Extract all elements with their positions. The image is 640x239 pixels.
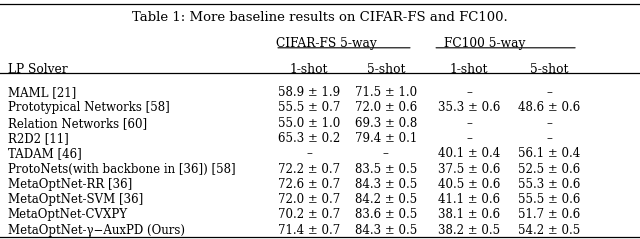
Text: Relation Networks [60]: Relation Networks [60] (8, 117, 147, 130)
Text: MetaOptNet-γ−AuxPD (Ours): MetaOptNet-γ−AuxPD (Ours) (8, 224, 185, 237)
Text: 52.5 ± 0.6: 52.5 ± 0.6 (518, 163, 580, 175)
Text: 40.1 ± 0.4: 40.1 ± 0.4 (438, 147, 500, 160)
Text: 84.2 ± 0.5: 84.2 ± 0.5 (355, 193, 417, 206)
Text: –: – (383, 147, 389, 160)
Text: 35.3 ± 0.6: 35.3 ± 0.6 (438, 101, 500, 114)
Text: 41.1 ± 0.6: 41.1 ± 0.6 (438, 193, 500, 206)
Text: 84.3 ± 0.5: 84.3 ± 0.5 (355, 178, 417, 191)
Text: –: – (466, 117, 472, 130)
Text: 65.3 ± 0.2: 65.3 ± 0.2 (278, 132, 340, 145)
Text: 1-shot: 1-shot (450, 63, 488, 76)
Text: 79.4 ± 0.1: 79.4 ± 0.1 (355, 132, 417, 145)
Text: 83.5 ± 0.5: 83.5 ± 0.5 (355, 163, 417, 175)
Text: 72.2 ± 0.7: 72.2 ± 0.7 (278, 163, 340, 175)
Text: 72.0 ± 0.7: 72.0 ± 0.7 (278, 193, 340, 206)
Text: 55.5 ± 0.7: 55.5 ± 0.7 (278, 101, 340, 114)
Text: FC100 5-way: FC100 5-way (444, 37, 526, 50)
Text: 51.7 ± 0.6: 51.7 ± 0.6 (518, 208, 580, 221)
Text: CIFAR-FS 5-way: CIFAR-FS 5-way (276, 37, 377, 50)
Text: MetaOptNet-SVM [36]: MetaOptNet-SVM [36] (8, 193, 143, 206)
Text: 48.6 ± 0.6: 48.6 ± 0.6 (518, 101, 580, 114)
Text: 55.0 ± 1.0: 55.0 ± 1.0 (278, 117, 340, 130)
Text: 54.2 ± 0.5: 54.2 ± 0.5 (518, 224, 580, 237)
Text: –: – (466, 132, 472, 145)
Text: –: – (546, 117, 552, 130)
Text: 58.9 ± 1.9: 58.9 ± 1.9 (278, 86, 340, 99)
Text: 38.2 ± 0.5: 38.2 ± 0.5 (438, 224, 500, 237)
Text: 83.6 ± 0.5: 83.6 ± 0.5 (355, 208, 417, 221)
Text: 69.3 ± 0.8: 69.3 ± 0.8 (355, 117, 417, 130)
Text: 5-shot: 5-shot (367, 63, 405, 76)
Text: 71.4 ± 0.7: 71.4 ± 0.7 (278, 224, 340, 237)
Text: –: – (546, 86, 552, 99)
Text: Prototypical Networks [58]: Prototypical Networks [58] (8, 101, 170, 114)
Text: 37.5 ± 0.6: 37.5 ± 0.6 (438, 163, 500, 175)
Text: 38.1 ± 0.6: 38.1 ± 0.6 (438, 208, 500, 221)
Text: 55.3 ± 0.6: 55.3 ± 0.6 (518, 178, 580, 191)
Text: 55.5 ± 0.6: 55.5 ± 0.6 (518, 193, 580, 206)
Text: 5-shot: 5-shot (530, 63, 568, 76)
Text: 72.6 ± 0.7: 72.6 ± 0.7 (278, 178, 340, 191)
Text: R2D2 [11]: R2D2 [11] (8, 132, 68, 145)
Text: –: – (306, 147, 312, 160)
Text: LP Solver: LP Solver (8, 63, 67, 76)
Text: ProtoNets(with backbone in [36]) [58]: ProtoNets(with backbone in [36]) [58] (8, 163, 236, 175)
Text: MetaOptNet-CVXPY: MetaOptNet-CVXPY (8, 208, 128, 221)
Text: Table 1: More baseline results on CIFAR-FS and FC100.: Table 1: More baseline results on CIFAR-… (132, 11, 508, 24)
Text: 84.3 ± 0.5: 84.3 ± 0.5 (355, 224, 417, 237)
Text: 70.2 ± 0.7: 70.2 ± 0.7 (278, 208, 340, 221)
Text: MAML [21]: MAML [21] (8, 86, 76, 99)
Text: –: – (466, 86, 472, 99)
Text: 40.5 ± 0.6: 40.5 ± 0.6 (438, 178, 500, 191)
Text: MetaOptNet-RR [36]: MetaOptNet-RR [36] (8, 178, 132, 191)
Text: 56.1 ± 0.4: 56.1 ± 0.4 (518, 147, 580, 160)
Text: 1-shot: 1-shot (290, 63, 328, 76)
Text: TADAM [46]: TADAM [46] (8, 147, 81, 160)
Text: 71.5 ± 1.0: 71.5 ± 1.0 (355, 86, 417, 99)
Text: –: – (546, 132, 552, 145)
Text: 72.0 ± 0.6: 72.0 ± 0.6 (355, 101, 417, 114)
